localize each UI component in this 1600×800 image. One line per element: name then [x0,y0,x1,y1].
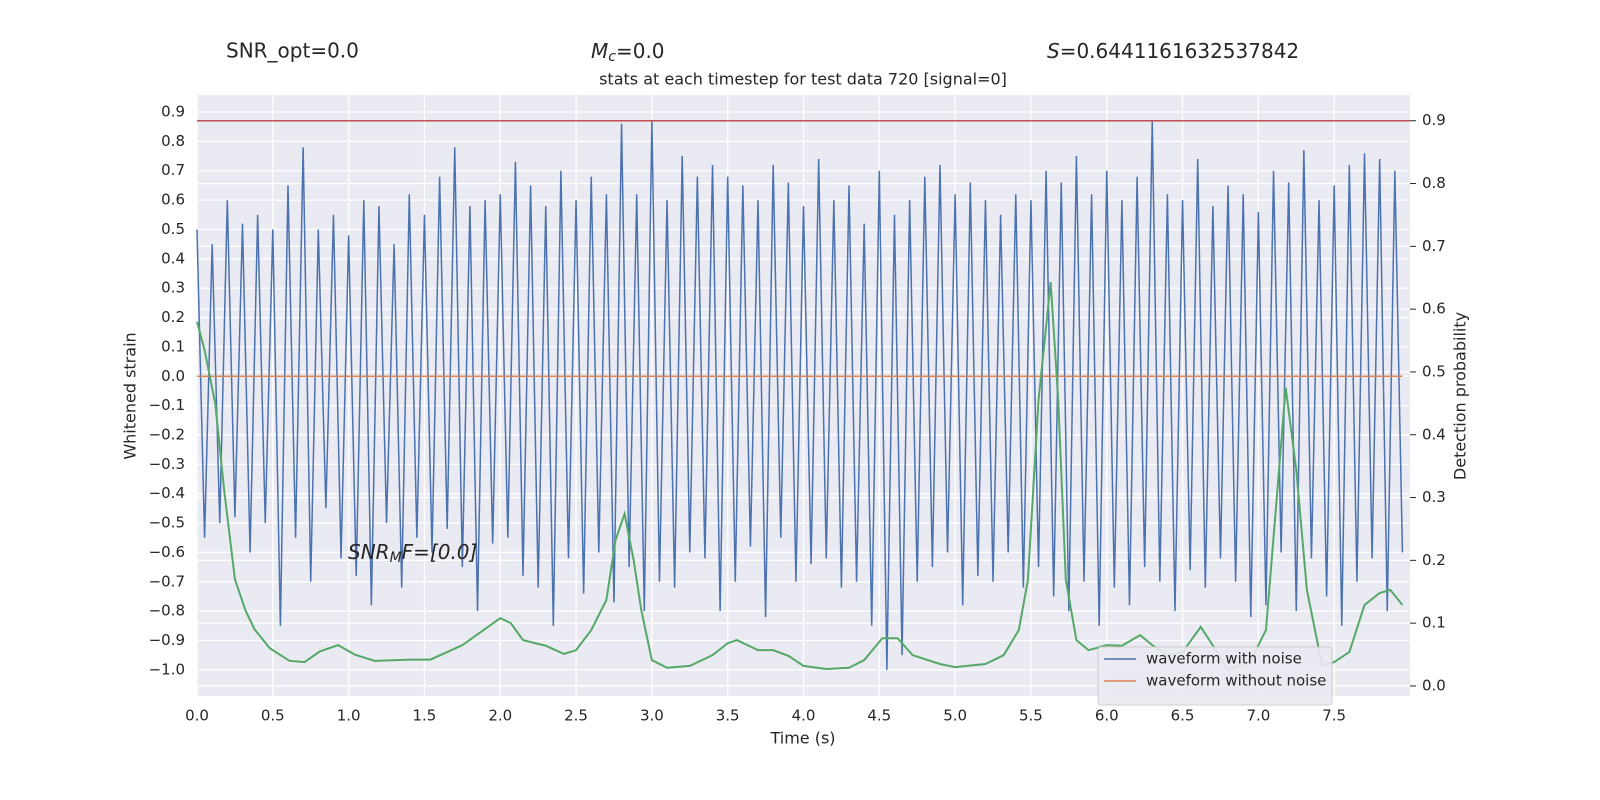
legend: waveform with noise waveform without nois… [1097,646,1333,706]
y2-tick-label: 0.7 [1422,237,1446,255]
annotation: SNR_opt=0.0 [226,39,359,63]
y2-tick-label: 0.4 [1422,425,1446,443]
annotation-subscript: c [608,49,616,65]
x-tick-label: 2.0 [488,707,512,725]
y-tick-label: 0.5 [161,220,185,238]
y-tick-label: 0.6 [161,191,185,209]
annotation: S=0.6441161632537842 [1047,39,1299,63]
x-tick-label: 5.0 [943,707,967,725]
y2-tick-label: 0.8 [1422,174,1446,192]
y2-tick-label: 0.1 [1422,614,1446,632]
x-tick-label: 7.0 [1246,707,1270,725]
y-tick-label: 0.3 [161,279,185,297]
x-tick-label: 0.5 [261,707,285,725]
x-tick-label: 0.0 [185,707,209,725]
y2-axis-label: Detection probability [1451,312,1470,480]
x-tick-label: 7.5 [1322,707,1346,725]
x-axis-label: Time (s) [769,729,835,748]
y2-tick-label: 0.9 [1422,111,1446,129]
grid [196,95,1410,696]
y-tick-label: 0.1 [161,337,185,355]
y-tick-label: −0.2 [149,425,185,443]
x-tick-label: 3.5 [716,707,740,725]
y-tick-label: 0.4 [161,249,185,267]
x-tick-label: 2.5 [564,707,588,725]
annotation-text: =0.0 [616,39,665,63]
y2-tick-label: 0.6 [1422,300,1446,318]
chart-title: stats at each timestep for test data 720… [599,70,1007,89]
annotation-subscript: M [390,550,402,566]
y-tick-label: −0.8 [149,602,185,620]
y-tick-label: −1.0 [149,660,185,678]
x-tick-label: 4.0 [792,707,816,725]
annotation-symbol: S [1047,39,1060,63]
y-tick-label: −0.1 [149,396,185,414]
y-tick-label: 0.8 [161,132,185,150]
x-tick-label: 5.5 [1019,707,1043,725]
y-tick-label: −0.4 [149,484,185,502]
y-tick-label: −0.7 [149,572,185,590]
y2-tick-label: 0.2 [1422,551,1446,569]
y2-tick-label: 0.0 [1422,676,1446,694]
annotation: Mc=0.0 [591,39,665,66]
x-tick-label: 3.0 [640,707,664,725]
x-tick-label: 4.5 [867,707,891,725]
legend-label: waveform without noise [1146,672,1326,690]
y-tick-label: 0.7 [161,161,185,179]
annotation-text: F=[0.0] [402,540,478,564]
y2-tick-label: 0.5 [1422,362,1446,380]
y-tick-label: 0.9 [161,103,185,121]
y-tick-label: −0.5 [149,514,185,532]
y-tick-label: −0.6 [149,543,185,561]
y-tick-label: −0.3 [149,455,185,473]
y-axis-label: Whitened strain [121,332,140,459]
series-line [196,120,1404,670]
legend-box [1097,646,1333,706]
x-tick-label: 1.5 [413,707,437,725]
y-tick-label: 0.0 [161,367,185,385]
x-tick-label: 6.0 [1095,707,1119,725]
annotation: SNRMF=[0.0] [348,540,477,567]
y-tick-label: −0.9 [149,631,185,649]
y2-tick-label: 0.3 [1422,488,1446,506]
x-tick-label: 6.5 [1171,707,1195,725]
annotation-symbol: SNR [348,540,390,564]
annotation-text: =0.6441161632537842 [1060,39,1299,63]
annotation-symbol: M [591,39,608,63]
y-tick-label: 0.2 [161,308,185,326]
legend-label: waveform with noise [1146,650,1302,668]
x-tick-label: 1.0 [337,707,361,725]
